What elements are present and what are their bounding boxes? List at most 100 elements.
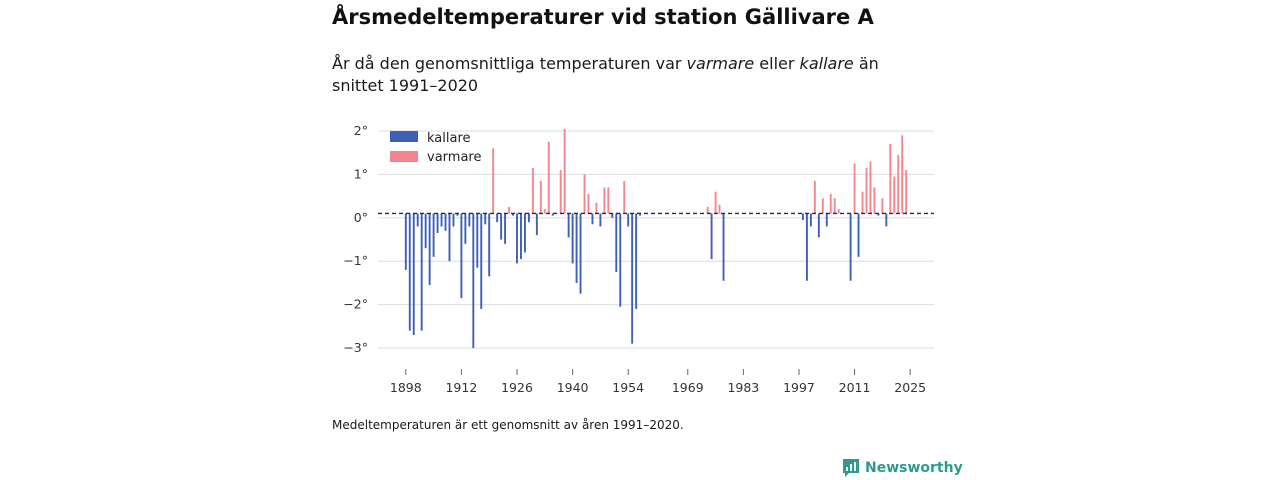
bar-colder	[523, 213, 526, 253]
bar-warmer	[539, 180, 542, 214]
bar-warmer	[889, 144, 892, 214]
x-axis-ticks: 1898 1912 1926 1940 1954 1969 1983 1997 2011 2025	[390, 369, 926, 395]
bar-warmer	[901, 135, 904, 214]
bar-warmer	[587, 193, 590, 214]
bar-colder	[627, 213, 630, 227]
bar-colder	[567, 213, 570, 238]
x-tick-label: 2025	[894, 380, 926, 395]
bar-warmer	[492, 148, 495, 214]
bar-warmer	[813, 180, 816, 214]
bar-colder	[615, 213, 618, 273]
chart-title: Årsmedeltemperaturer vid station Gälliva…	[332, 5, 874, 29]
bar-colder	[404, 213, 407, 270]
bar-warmer	[881, 198, 884, 214]
bars	[404, 128, 908, 348]
bar-colder	[476, 213, 479, 268]
bar-colder	[432, 213, 435, 257]
bar-colder	[825, 213, 828, 227]
bar-colder	[619, 213, 622, 307]
bar-colder	[611, 213, 614, 218]
legend-label-kallare: kallare	[427, 131, 471, 146]
bar-colder	[575, 213, 578, 283]
legend-swatch-kallare	[390, 131, 418, 142]
bar-warmer	[853, 163, 856, 214]
bar-colder	[805, 213, 808, 281]
y-tick-label: 1°	[354, 166, 368, 181]
bar-warmer	[718, 204, 721, 214]
bar-warmer	[861, 191, 864, 214]
bar-warmer	[623, 180, 626, 214]
bar-colder	[520, 213, 522, 260]
bar-warmer	[869, 161, 872, 214]
bar-colder	[444, 213, 447, 231]
bar-colder	[500, 213, 503, 240]
legend-swatch-varmare	[390, 151, 418, 162]
x-tick-label: 1969	[672, 380, 704, 395]
bar-colder	[512, 213, 514, 216]
subtitle-text-1: År då den genomsnittliga temperaturen va…	[332, 54, 687, 73]
bar-colder	[809, 213, 812, 227]
bar-colder	[416, 213, 419, 227]
bar-warmer	[595, 202, 598, 214]
bar-colder	[452, 213, 455, 227]
bar-warmer	[706, 206, 709, 214]
bar-warmer	[821, 198, 824, 214]
bar-colder	[408, 213, 411, 331]
newsworthy-icon	[843, 459, 859, 477]
bar-colder	[639, 213, 642, 216]
bar-colder	[428, 213, 431, 286]
bar-colder	[480, 213, 483, 309]
bar-colder	[420, 213, 423, 331]
x-tick-label: 1940	[557, 380, 589, 395]
bar-colder	[579, 213, 582, 294]
bar-colder	[631, 213, 634, 344]
bar-colder	[801, 213, 804, 220]
brand-logo[interactable]: Newsworthy	[842, 458, 963, 478]
subtitle-text-3: än snittet 1991–2020	[332, 54, 879, 95]
legend: kallare varmare	[390, 131, 481, 165]
bar-colder	[722, 213, 725, 281]
bar-colder	[857, 213, 860, 257]
subtitle-warm-word: varmare	[686, 54, 755, 73]
bar-colder	[877, 213, 880, 216]
bar-colder	[817, 213, 820, 238]
bar-colder	[424, 213, 427, 249]
bar-colder	[571, 213, 574, 264]
x-tick-label: 1912	[445, 380, 477, 395]
bar-colder	[504, 213, 507, 244]
y-tick-label: 0°	[354, 210, 368, 225]
bar-colder	[472, 213, 475, 348]
brand-name: Newsworthy	[865, 460, 963, 476]
bar-warmer	[603, 187, 606, 214]
bar-warmer	[833, 198, 836, 214]
bar-colder	[535, 213, 538, 236]
bar-warmer	[547, 141, 550, 214]
y-axis-ticks: 2° 1° 0° −1° −2° −3°	[343, 123, 368, 355]
bar-warmer	[563, 128, 566, 214]
subtitle-text-2: eller	[754, 54, 800, 73]
legend-label-varmare: varmare	[427, 150, 481, 165]
bar-colder	[460, 213, 463, 299]
bar-colder	[448, 213, 451, 262]
bar-colder	[591, 213, 594, 225]
bar-colder	[488, 213, 491, 277]
gridlines	[378, 130, 934, 349]
x-tick-label: 1983	[727, 380, 759, 395]
x-tick-label: 1954	[612, 380, 644, 395]
bar-warmer	[893, 176, 896, 214]
y-tick-label: −1°	[343, 253, 368, 268]
bar-colder	[468, 213, 471, 227]
subtitle-cold-word: kallare	[799, 54, 854, 73]
bar-colder	[412, 213, 415, 335]
bar-warmer	[865, 167, 868, 214]
bar-warmer	[508, 206, 511, 214]
bar-colder	[551, 213, 554, 216]
x-tick-label: 2011	[839, 380, 871, 395]
y-tick-label: 2°	[354, 123, 368, 138]
x-tick-label: 1898	[390, 380, 422, 395]
bar-colder	[484, 213, 487, 225]
chart-subtitle: År då den genomsnittliga temperaturen va…	[332, 53, 922, 97]
x-tick-label: 1997	[783, 380, 815, 395]
bar-warmer	[897, 154, 900, 214]
bar-colder	[456, 213, 459, 216]
